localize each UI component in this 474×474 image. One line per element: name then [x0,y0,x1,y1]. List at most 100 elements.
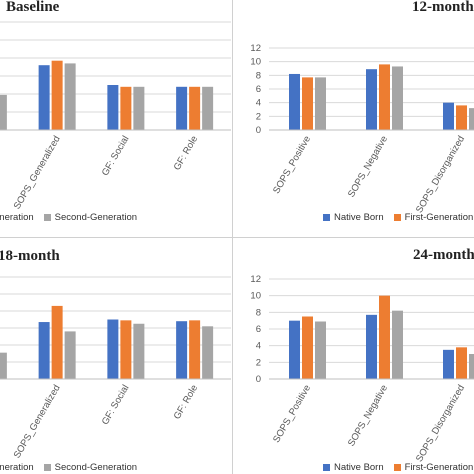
category-label: SOPS_Negative [346,134,390,199]
bar [189,86,201,130]
bar [51,60,63,131]
chart-24-month-plot: 0 2 4 6 8 10 12 SOPS_Positive SOPS_Negative SOPS_… [250,274,474,464]
bar [176,86,188,130]
y-tick-label: 4 [256,341,261,352]
bar [379,64,390,130]
y-tick-label: 0 [256,125,261,136]
chart-title-12-month: 12-month [412,0,474,15]
legend-label-native: Native Born [334,462,384,473]
y-tick-label: 4 [256,98,261,109]
category-label: SOPS_Positive [271,383,313,445]
legend-item-first: First-Generation [0,212,34,223]
bar [133,323,145,379]
y-tick-label: 12 [250,43,261,54]
bar [366,69,377,130]
bar [176,321,188,379]
bar [289,320,300,379]
bar [107,319,119,379]
legend-item-first: First-Generation [393,212,474,223]
bar [469,108,474,130]
bar [315,321,326,379]
category-label: SOPS_Positive [271,134,313,196]
panel-divider-horizontal [0,237,474,238]
category-label: SOPS_Disorganized [414,383,467,464]
bar [64,331,76,379]
legend-label-second: Second-Generation [54,462,138,473]
bar [120,320,132,379]
legend-label-first: First-Generation [0,462,34,473]
chart-title-baseline: Baseline [6,0,60,15]
y-tick-label: 2 [256,357,261,368]
legend-swatch-first [393,214,401,221]
legend-swatch-first [393,464,401,471]
bar [133,86,145,130]
bar [302,316,313,379]
legend-item-first: First-Generation [393,462,474,473]
y-tick-label: 0 [256,374,261,385]
bar [38,322,50,379]
legend-item-first: First-Generation [0,462,34,473]
y-tick-label: 2 [256,111,261,122]
legend-24-month: Native Born First-Generation [323,462,474,473]
category-label: SOPS_Generalized [12,383,63,460]
category-label: SOPS_Disorganized [414,134,467,215]
legend-item-second: Second-Generation [43,212,138,223]
bar [120,86,132,130]
y-tick-label: 8 [256,70,261,81]
category-label: GF: Role [172,134,201,172]
category-label: GF: Role [172,383,201,421]
bar [456,347,467,379]
chart-24-month: 0 2 4 6 8 10 12 SOPS_Positive SOPS_Negative SOPS_… [237,237,474,474]
bar [392,310,403,379]
bar [443,102,454,130]
legend-18-month: First-Generation Second-Generation [0,462,147,473]
chart-title-18-month: 18-month [0,248,60,264]
bar [469,354,474,379]
y-tick-label: 12 [250,274,261,285]
bar [302,77,313,130]
bar [315,77,326,130]
bar [51,305,63,379]
legend-swatch-native [323,464,330,471]
legend-label-second: Second-Generation [54,212,138,223]
legend-item-native: Native Born [323,212,384,223]
legend-baseline: First-Generation Second-Generation [0,212,147,223]
legend-swatch-native [323,214,330,221]
category-label: SOPS_Generalized [12,134,63,211]
legend-label-first: First-Generation [404,462,474,473]
legend-12-month: Native Born First-Generation [323,212,474,223]
bar [107,85,119,130]
legend-item-native: Native Born [323,462,384,473]
bar [202,86,214,130]
bar [0,352,7,379]
chart-12-month: 0 2 4 6 8 10 12 SOPS_Positive SOPS_Negative SOPS_… [237,0,474,237]
bar [456,105,467,130]
category-label: GF: Social [100,383,132,427]
y-tick-label: 8 [256,307,261,318]
y-tick-label: 6 [256,324,261,335]
legend-swatch-second [43,214,51,221]
legend-label-native: Native Born [334,212,384,223]
chart-title-24-month: 24-month [413,247,474,263]
legend-label-first: First-Generation [404,212,474,223]
category-label: GF: Social [100,134,132,178]
y-tick-label: 6 [256,84,261,95]
bar [392,66,403,130]
bar [64,63,76,130]
legend-item-second: Second-Generation [43,462,138,473]
category-label: SOPS_Negative [346,383,390,448]
y-tick-label: 10 [250,57,261,68]
bar [443,349,454,379]
bar [202,326,214,379]
bar [189,320,201,379]
bar [379,295,390,379]
legend-swatch-second [43,464,51,471]
bar [366,314,377,379]
legend-label-first: First-Generation [0,212,34,223]
bar [38,65,50,130]
bar [289,73,300,130]
y-tick-label: 10 [250,291,261,302]
